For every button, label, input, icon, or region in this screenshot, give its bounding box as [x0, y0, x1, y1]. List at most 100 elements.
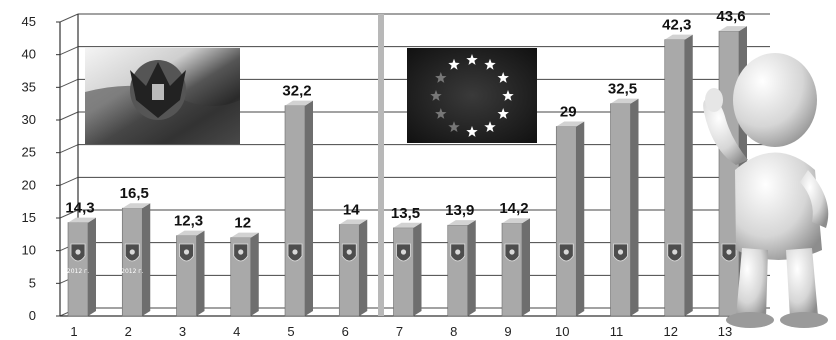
bar-top [719, 26, 747, 32]
bar-side [576, 121, 585, 317]
star-icon [435, 108, 447, 119]
double-headed-eagle-icon [130, 60, 186, 120]
eu-flag-image [407, 48, 537, 143]
eu-stars-icon [430, 54, 514, 137]
bar-5 [284, 100, 313, 317]
bar-front [447, 224, 469, 317]
gridline-diag [59, 111, 79, 121]
x-tick-label: 2 [125, 324, 132, 339]
bar-side [250, 232, 259, 316]
emblem-caption: 2012 г. [67, 268, 89, 275]
value-label: 13,9 [445, 202, 474, 219]
y-axis-ticks: 0 5 10 15 20 25 30 35 40 45 [22, 14, 60, 323]
emblem-icon [70, 243, 86, 262]
star-icon [430, 90, 442, 101]
value-label: 12,3 [174, 213, 203, 230]
value-label: 13,5 [391, 205, 420, 222]
bar-side [684, 34, 693, 316]
gridline-diag [59, 78, 79, 88]
bar-front [664, 39, 686, 317]
bar-front [610, 103, 631, 317]
bar-9 [501, 218, 530, 317]
x-tick-label: 8 [450, 324, 457, 339]
regional-emblems: 2012 г. 2012 г. [67, 243, 737, 275]
gridline-diag [59, 144, 79, 154]
bar-side [522, 218, 530, 316]
value-label: 43,6 [716, 8, 745, 25]
x-tick-label: 10 [555, 324, 569, 339]
bar-top [502, 218, 530, 224]
bar-side [467, 220, 476, 316]
y-tick-label: 25 [22, 145, 36, 160]
star-icon [435, 72, 447, 83]
bar-top [447, 220, 476, 226]
y-tick-label: 30 [22, 112, 36, 127]
y-tick-label: 20 [22, 177, 36, 192]
bar-1 [67, 217, 96, 317]
bar-7 [393, 222, 422, 317]
y-tick-label: 45 [22, 14, 36, 29]
x-tick-label: 11 [610, 324, 624, 339]
gridline-diag [59, 176, 79, 186]
value-label: 14,3 [65, 200, 94, 217]
bar-side [142, 203, 151, 316]
value-label: 14,2 [499, 200, 528, 217]
thumbs-up-man-figure [703, 53, 829, 328]
emblem-icon [179, 243, 194, 262]
bar-6 [338, 219, 368, 317]
bar-3 [176, 230, 205, 317]
bar-front [555, 126, 577, 317]
emblem-icon [124, 243, 140, 262]
bar-front [121, 207, 143, 317]
star-icon [497, 108, 509, 119]
star-icon [484, 58, 496, 70]
value-labels: 14,3 16,5 12,3 12 32,2 14 13,5 13,9 14,2 29 32,5 42… [65, 8, 745, 231]
y-tick-label: 10 [22, 243, 36, 258]
emblem-icon [667, 243, 683, 262]
x-tick-label: 4 [233, 324, 240, 339]
star-icon [484, 121, 496, 132]
y-tick-label: 40 [22, 47, 36, 62]
bar-11 [610, 98, 639, 317]
gridline-diag [59, 46, 79, 56]
bar-front [338, 224, 360, 317]
russian-flag-image [85, 48, 240, 144]
bar-side [88, 217, 96, 316]
emblem-icon [233, 243, 249, 262]
value-label: 32,5 [608, 81, 637, 98]
bar-side [196, 230, 205, 316]
value-label: 42,3 [662, 17, 691, 34]
emblem-icon [558, 243, 574, 262]
emblem-icon [721, 243, 737, 262]
bar-front [501, 222, 523, 317]
x-tick-label: 5 [287, 324, 294, 339]
x-tick-label: 13 [718, 324, 732, 339]
y-tick-label: 35 [22, 79, 36, 94]
emblem-icon [396, 243, 411, 262]
star-icon [448, 121, 460, 132]
x-tick-label: 12 [664, 324, 678, 339]
bar-front [393, 227, 414, 317]
emblem-icon [504, 243, 520, 262]
y-tick-label: 0 [29, 308, 36, 323]
value-label: 16,5 [120, 185, 149, 202]
y-tick-label: 15 [22, 210, 36, 225]
bar-top [68, 217, 96, 223]
x-tick-label: 3 [179, 324, 186, 339]
bar-top [556, 121, 585, 127]
x-tick-label: 7 [396, 324, 403, 339]
x-tick-label: 6 [342, 324, 349, 339]
bar-top [285, 100, 313, 106]
value-label: 29 [560, 104, 577, 121]
x-axis-ticks: 1 2 3 4 5 6 7 8 9 10 11 12 13 [70, 324, 732, 339]
gridline-diag [59, 13, 79, 23]
value-label: 14 [343, 202, 360, 219]
bar-top [339, 219, 368, 225]
star-icon [448, 58, 460, 70]
emblem-icon [450, 243, 466, 262]
star-icon [502, 90, 514, 101]
value-label: 12 [234, 215, 251, 232]
emblem-caption: 2012 г. [121, 268, 143, 275]
bar-side [305, 100, 313, 316]
